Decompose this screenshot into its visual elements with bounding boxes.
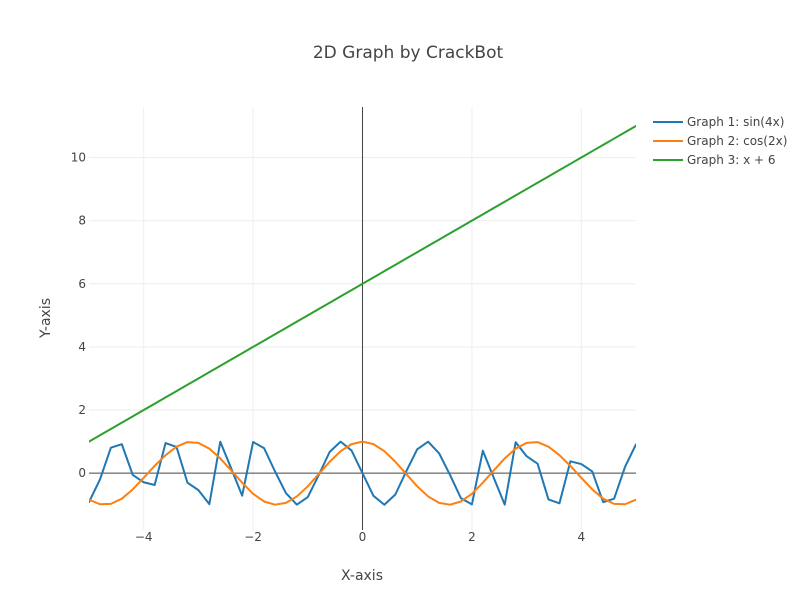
- y-tick-label: 6: [78, 277, 86, 291]
- y-tick-label: 10: [71, 151, 86, 165]
- series-line-1: [89, 440, 636, 506]
- y-tick-label: 2: [78, 403, 86, 417]
- series-line-3: [89, 124, 636, 443]
- y-axis-title: Y-axis: [38, 298, 54, 339]
- series-layer: [89, 124, 636, 506]
- x-tick-label: 0: [359, 530, 367, 544]
- chart-title: 2D Graph by CrackBot: [313, 43, 504, 63]
- y-tick-label: 8: [78, 214, 86, 228]
- x-tick-labels: −4 −2 0 2 4: [135, 530, 585, 544]
- legend-label: Graph 3: x + 6: [687, 153, 776, 167]
- series-line-2: [89, 440, 636, 506]
- legend-label: Graph 2: cos(2x): [687, 134, 787, 148]
- y-tick-label: 4: [78, 340, 86, 354]
- x-tick-label: −2: [244, 530, 262, 544]
- x-tick-label: 2: [468, 530, 476, 544]
- y-tick-label: 0: [78, 466, 86, 480]
- legend-label: Graph 1: sin(4x): [687, 115, 784, 129]
- x-tick-label: −4: [135, 530, 153, 544]
- x-tick-label: 4: [577, 530, 585, 544]
- x-axis-title: X-axis: [341, 568, 383, 584]
- zero-lines: [89, 107, 636, 530]
- legend: Graph 1: sin(4x) Graph 2: cos(2x) Graph 3:…: [653, 115, 787, 167]
- y-tick-labels: 0 2 4 6 8 10: [71, 151, 86, 481]
